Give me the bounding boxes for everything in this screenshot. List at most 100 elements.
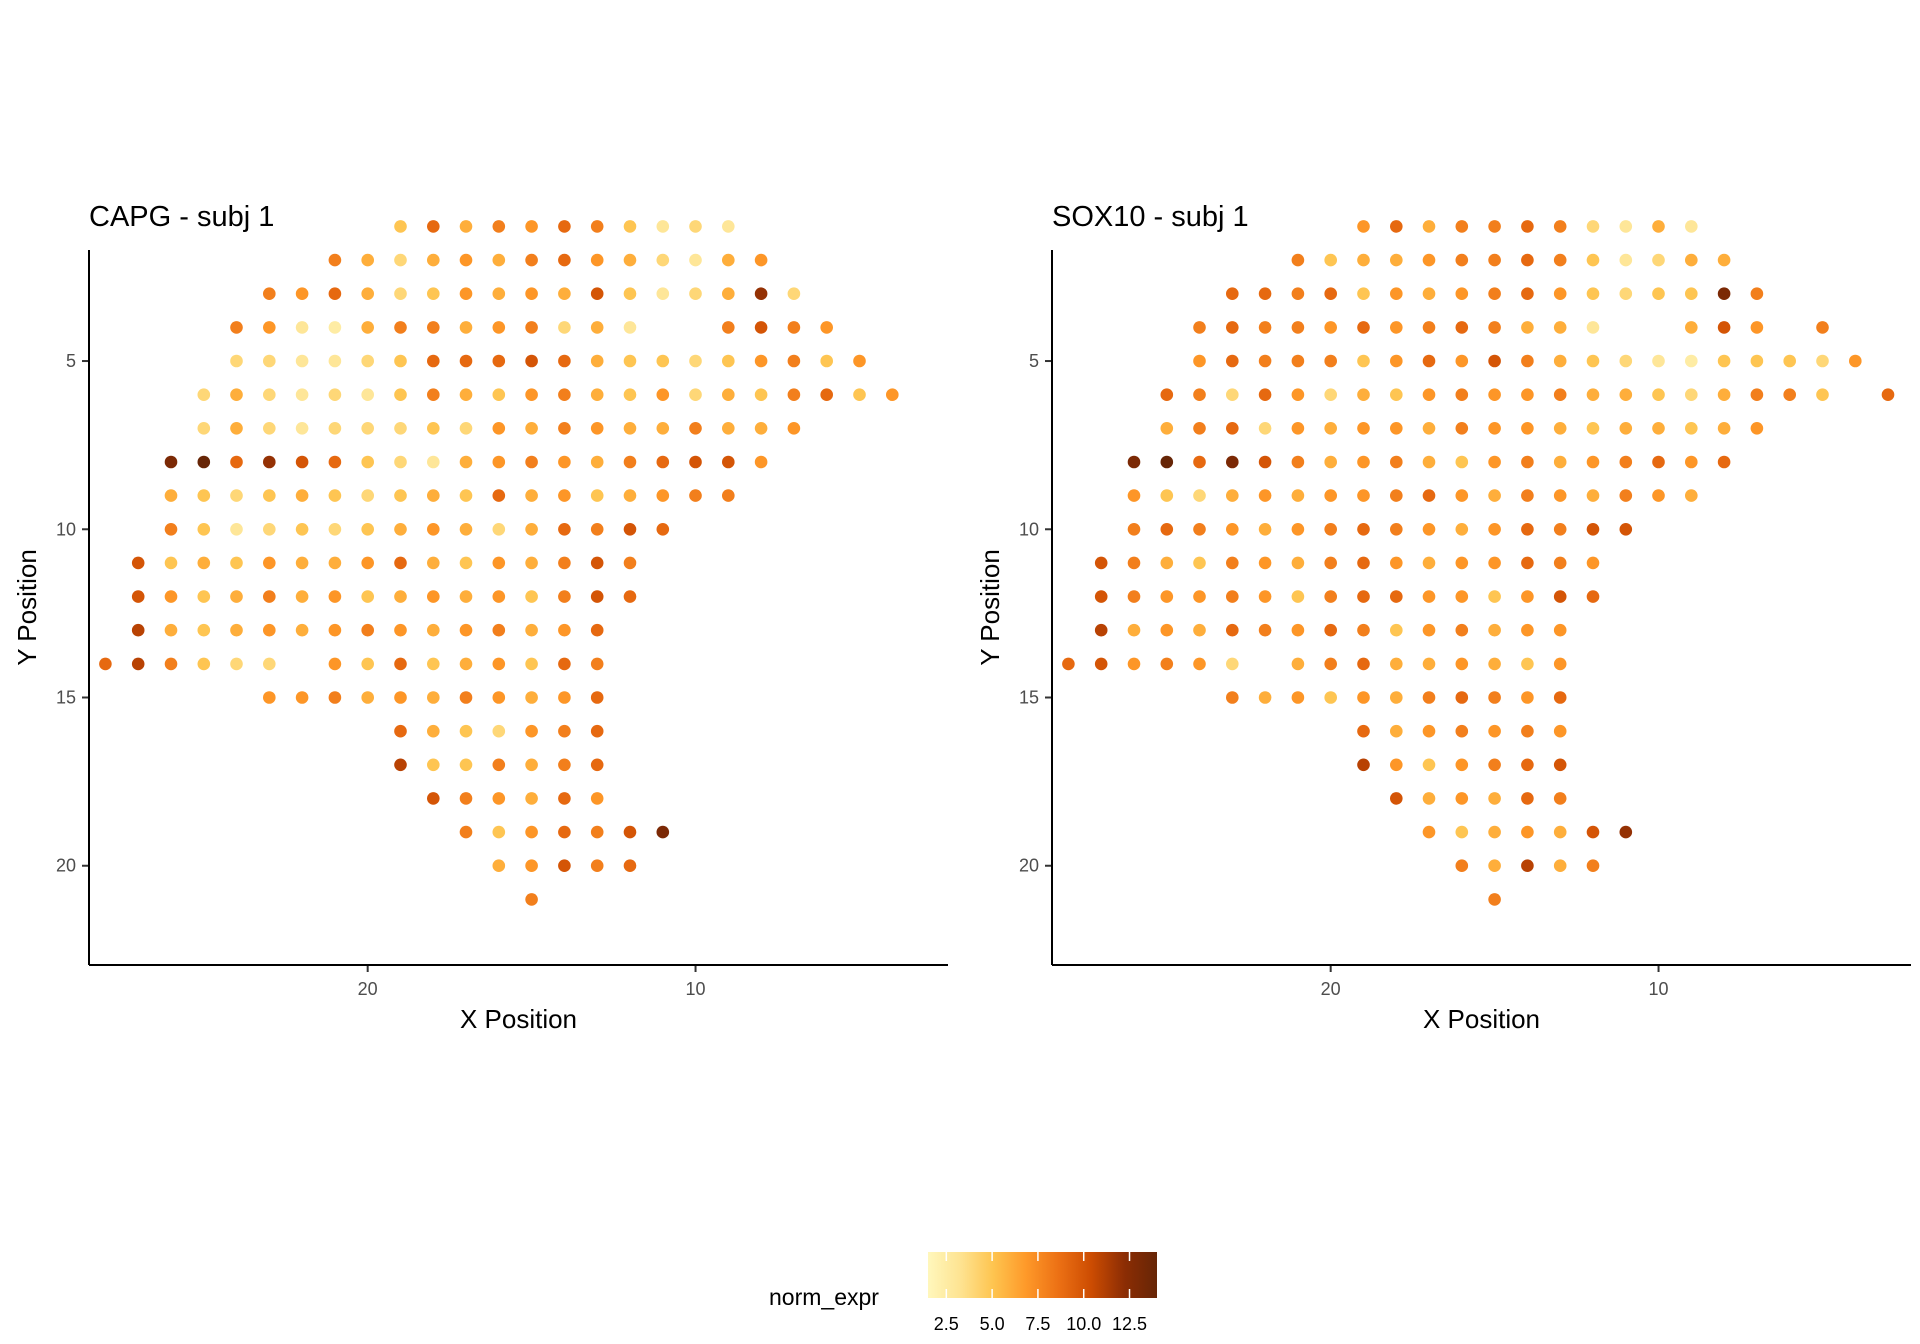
data-point xyxy=(1717,321,1731,334)
data-point xyxy=(427,287,440,301)
data-point xyxy=(1357,489,1370,502)
data-point xyxy=(1258,354,1272,368)
data-point xyxy=(164,590,178,603)
data-point xyxy=(1553,489,1567,502)
data-point xyxy=(394,253,407,267)
data-point xyxy=(558,825,571,839)
data-point xyxy=(1357,556,1370,570)
data-point xyxy=(1619,354,1633,368)
data-point xyxy=(1127,623,1141,637)
data-point xyxy=(197,556,211,570)
data-point xyxy=(361,253,375,267)
data-point xyxy=(1226,556,1239,570)
data-point xyxy=(1488,590,1501,603)
data-point xyxy=(1652,220,1665,233)
data-point xyxy=(1488,758,1501,772)
data-point xyxy=(558,590,571,603)
data-point xyxy=(1193,523,1206,536)
data-point xyxy=(328,489,342,502)
data-point xyxy=(525,859,538,872)
data-point xyxy=(328,523,342,536)
data-point xyxy=(1586,287,1600,301)
data-point xyxy=(394,388,407,402)
data-point xyxy=(1750,354,1764,368)
data-point xyxy=(1553,455,1567,469)
data-point xyxy=(1422,523,1436,536)
data-point xyxy=(1488,691,1501,704)
data-point xyxy=(1750,287,1764,301)
data-point xyxy=(328,455,342,469)
data-point xyxy=(1553,792,1567,805)
data-point xyxy=(164,523,178,536)
data-point xyxy=(230,523,243,536)
data-point xyxy=(525,388,538,402)
data-point xyxy=(1717,388,1731,402)
data-point xyxy=(1357,455,1370,469)
data-point xyxy=(427,758,440,772)
data-point xyxy=(1816,321,1829,334)
data-point xyxy=(754,455,768,469)
data-point xyxy=(1488,321,1501,334)
data-point xyxy=(525,220,538,233)
data-point xyxy=(1586,253,1600,267)
data-point xyxy=(1291,354,1305,368)
data-point xyxy=(1226,657,1239,671)
data-point xyxy=(263,556,276,570)
data-point xyxy=(492,253,506,267)
data-point xyxy=(525,691,538,704)
data-point xyxy=(590,691,604,704)
data-point xyxy=(1488,253,1501,267)
data-point xyxy=(459,354,473,368)
data-point xyxy=(1488,422,1501,435)
data-point xyxy=(492,758,506,772)
data-point xyxy=(1357,321,1370,334)
data-point xyxy=(1849,354,1862,368)
data-point xyxy=(590,422,604,435)
data-point xyxy=(1226,489,1239,502)
data-point xyxy=(1422,590,1436,603)
data-point xyxy=(722,455,735,469)
data-point xyxy=(1258,556,1272,570)
data-point xyxy=(1291,321,1305,334)
data-point xyxy=(1488,623,1501,637)
x-tick-label: 10 xyxy=(1649,979,1669,999)
data-point xyxy=(1226,523,1239,536)
data-point xyxy=(525,321,538,334)
data-point xyxy=(590,455,604,469)
data-point xyxy=(1521,523,1534,536)
data-point xyxy=(1455,623,1469,637)
data-point xyxy=(295,422,309,435)
data-point xyxy=(427,792,440,805)
data-point xyxy=(1553,724,1567,738)
data-point xyxy=(230,590,243,603)
data-point xyxy=(1717,354,1731,368)
data-point xyxy=(1226,287,1239,301)
data-point xyxy=(394,691,407,704)
data-point xyxy=(1717,455,1731,469)
y-tick-label: 10 xyxy=(1019,519,1039,539)
data-point xyxy=(361,691,375,704)
data-point xyxy=(361,287,375,301)
data-point xyxy=(492,590,506,603)
data-point xyxy=(558,220,571,233)
data-point xyxy=(1422,220,1436,233)
data-point xyxy=(1455,220,1469,233)
data-point xyxy=(1324,623,1337,637)
data-point xyxy=(1783,354,1796,368)
data-point xyxy=(1193,455,1206,469)
data-point xyxy=(1586,859,1600,872)
data-point xyxy=(492,623,506,637)
data-point xyxy=(558,354,571,368)
data-point xyxy=(197,623,211,637)
data-point xyxy=(1193,657,1206,671)
data-point xyxy=(1226,422,1239,435)
data-point xyxy=(197,523,211,536)
data-point xyxy=(427,354,440,368)
data-point xyxy=(623,354,637,368)
data-point xyxy=(1717,422,1731,435)
data-point xyxy=(1619,253,1633,267)
data-point xyxy=(689,354,702,368)
data-point xyxy=(1553,523,1567,536)
data-point xyxy=(328,556,342,570)
data-point xyxy=(1291,523,1305,536)
